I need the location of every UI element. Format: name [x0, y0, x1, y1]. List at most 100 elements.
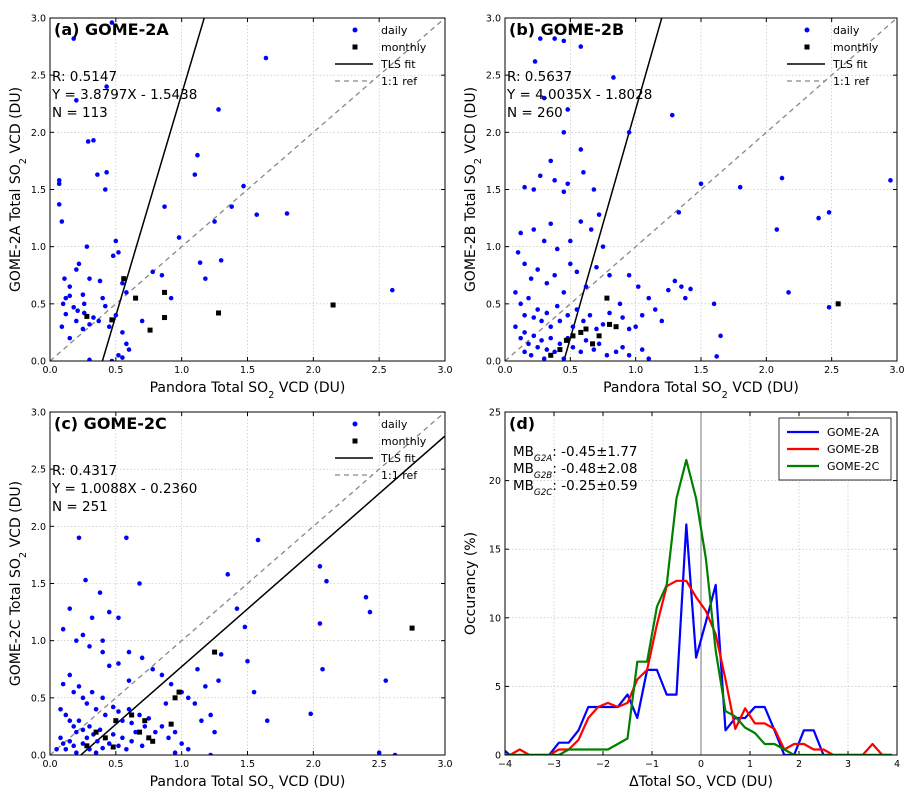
- monthly-point: [557, 347, 563, 353]
- daily-point: [698, 181, 704, 187]
- daily-point: [124, 290, 129, 295]
- y-tick-label: 0: [495, 751, 501, 762]
- legend-daily-label: daily: [833, 24, 860, 37]
- daily-point: [159, 272, 165, 278]
- daily-point: [91, 315, 96, 320]
- daily-point: [192, 172, 198, 177]
- daily-point: [87, 276, 92, 281]
- monthly-point: [109, 317, 115, 323]
- monthly-point: [137, 729, 143, 735]
- daily-point: [67, 335, 73, 341]
- daily-point: [91, 138, 96, 143]
- daily-point: [87, 644, 92, 649]
- reference-line-1to1: [50, 412, 445, 755]
- daily-point: [116, 250, 121, 255]
- legend-label-gome-2c: GOME-2C: [827, 460, 880, 473]
- y-tick-label: 3.0: [31, 408, 46, 419]
- daily-point: [195, 666, 200, 672]
- x-axis-label: Pandora Total SO2 VCD (DU): [603, 380, 799, 401]
- daily-point: [100, 638, 105, 643]
- daily-point: [100, 649, 105, 655]
- tls-fit-line: [563, 18, 663, 361]
- daily-point: [596, 212, 602, 217]
- daily-point: [104, 170, 109, 175]
- daily-point: [528, 276, 534, 281]
- y-tick-label: 0.5: [31, 299, 46, 310]
- y-tick-label: 0.5: [31, 693, 46, 704]
- daily-point: [683, 295, 688, 301]
- daily-point: [522, 330, 527, 335]
- daily-point: [95, 738, 100, 744]
- daily-point: [367, 609, 373, 615]
- panel-title: (d): [509, 414, 535, 433]
- daily-point: [212, 219, 217, 224]
- plot-area: [505, 18, 897, 361]
- daily-point: [113, 312, 119, 318]
- daily-point: [225, 572, 231, 577]
- legend-daily-label: daily: [381, 24, 408, 37]
- daily-point: [113, 238, 119, 244]
- daily-point: [561, 130, 567, 135]
- daily-point: [604, 352, 610, 358]
- daily-point: [74, 638, 79, 643]
- legend-daily-label: daily: [381, 418, 408, 431]
- daily-point: [133, 729, 138, 735]
- monthly-point: [835, 301, 841, 307]
- legend-label-gome-2b: GOME-2B: [827, 443, 879, 456]
- daily-point: [594, 326, 599, 332]
- daily-point: [63, 311, 69, 317]
- daily-point: [63, 295, 69, 301]
- daily-point: [208, 752, 213, 755]
- legend-daily-marker: [352, 421, 358, 427]
- daily-point: [588, 227, 594, 232]
- plot-area: [505, 412, 893, 755]
- daily-point: [67, 284, 73, 289]
- daily-point: [71, 743, 76, 749]
- legend-monthly-marker: [804, 44, 810, 50]
- monthly-point: [110, 744, 116, 750]
- mb-annotation: MBG2A: -0.45±1.77: [513, 444, 637, 464]
- legend-monthly-label: monthly: [381, 435, 427, 448]
- stat-equation: Y = 1.0088X - 0.2360: [51, 481, 197, 497]
- daily-point: [74, 750, 79, 755]
- daily-point: [56, 202, 62, 207]
- daily-point: [172, 729, 178, 735]
- legend-monthly-label: monthly: [833, 41, 879, 54]
- daily-point: [554, 303, 560, 309]
- monthly-point: [84, 743, 90, 749]
- daily-point: [522, 184, 527, 190]
- daily-point: [544, 347, 550, 352]
- daily-point: [84, 735, 90, 741]
- plot-frame: [504, 17, 898, 362]
- daily-point: [63, 746, 69, 752]
- monthly-point: [93, 729, 99, 735]
- daily-point: [67, 672, 73, 678]
- daily-point: [513, 324, 518, 330]
- daily-point: [126, 649, 132, 655]
- daily-point: [611, 75, 616, 80]
- daily-point: [581, 318, 586, 324]
- x-axis-label: Pandora Total SO2 VCD (DU): [150, 380, 346, 401]
- y-tick-label: 0.5: [486, 299, 501, 310]
- daily-point: [565, 181, 571, 187]
- panel-title: (c) GOME-2C: [54, 414, 167, 433]
- daily-point: [139, 655, 145, 661]
- x-tick-label: 0.5: [108, 759, 123, 770]
- daily-point: [100, 745, 105, 751]
- stat-r: R: 0.5637: [507, 69, 572, 85]
- x-tick-label: 0.0: [42, 759, 57, 770]
- daily-point: [60, 626, 66, 632]
- x-tick-label: 3.0: [889, 365, 904, 376]
- daily-point: [58, 706, 63, 712]
- daily-point: [58, 735, 63, 741]
- daily-point: [203, 276, 208, 281]
- daily-point: [570, 324, 576, 330]
- daily-point: [541, 95, 547, 101]
- daily-point: [63, 712, 69, 718]
- daily-point: [60, 681, 66, 687]
- daily-point: [234, 606, 240, 611]
- daily-point: [106, 741, 112, 746]
- legend-label-gome-2a: GOME-2A: [827, 426, 880, 439]
- daily-point: [561, 189, 567, 195]
- daily-point: [229, 204, 234, 209]
